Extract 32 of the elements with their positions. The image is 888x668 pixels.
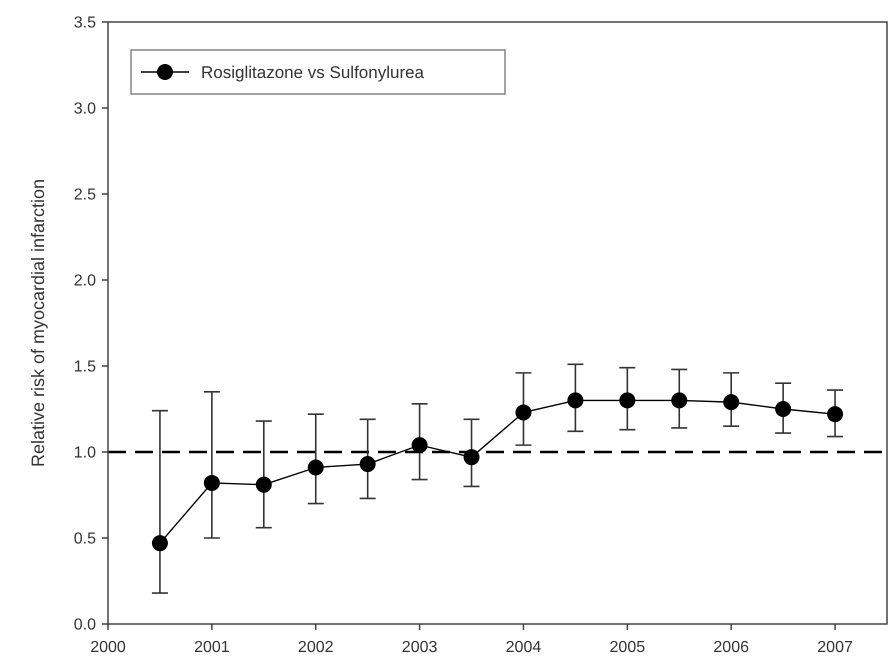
y-tick-label: 0.0 <box>74 616 96 634</box>
point <box>360 456 376 472</box>
y-tick-label: 1.0 <box>74 444 96 462</box>
point <box>308 459 324 476</box>
y-tick-label: 3.5 <box>74 14 96 32</box>
x-tick-label: 2005 <box>610 639 646 656</box>
point <box>464 449 480 466</box>
y-tick-label: 1.5 <box>74 358 96 376</box>
x-tick-label: 2003 <box>402 639 438 656</box>
x-tick-label: 2000 <box>90 639 126 656</box>
x-tick-label: 2007 <box>817 639 853 656</box>
y-tick-label: 3.0 <box>74 100 96 118</box>
point <box>723 394 740 410</box>
point <box>515 404 532 420</box>
point <box>256 476 272 493</box>
legend-label: Rosiglitazone vs Sulfonylurea <box>201 62 425 82</box>
y-tick-label: 2.5 <box>74 186 96 204</box>
y-tick-label: 2.0 <box>74 272 96 290</box>
x-tick-label: 2001 <box>194 639 230 656</box>
point <box>619 392 636 408</box>
x-tick-label: 2006 <box>713 639 750 656</box>
point <box>671 392 688 408</box>
point <box>152 535 168 552</box>
point <box>567 392 584 408</box>
x-tick-label: 2002 <box>298 639 334 656</box>
y-axis-title: Relative risk of myocardial infarction <box>28 178 48 468</box>
point <box>775 401 792 417</box>
point <box>412 437 428 454</box>
point <box>827 406 844 422</box>
y-tick-label: 0.5 <box>74 530 96 548</box>
point <box>204 474 220 491</box>
x-tick-label: 2004 <box>506 639 542 656</box>
